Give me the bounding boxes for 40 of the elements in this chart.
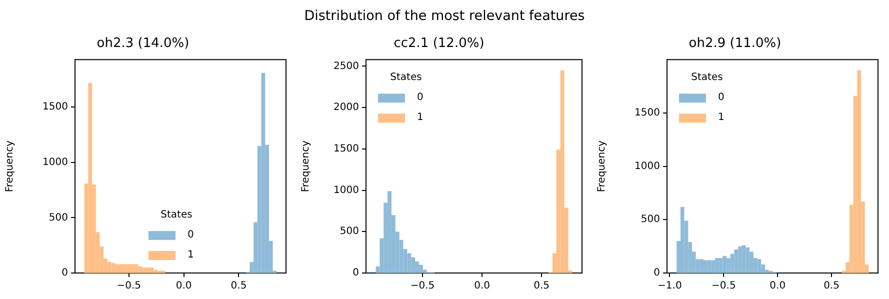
x-tick-label: 0.0: [176, 280, 192, 292]
x-tick-label: 0.0: [474, 280, 490, 292]
legend-label: 0: [188, 230, 194, 241]
chart-title: oh2.9 (11.0%): [688, 36, 782, 52]
y-tick-label: 500: [640, 214, 660, 226]
x-tick-label: 0.5: [534, 280, 550, 292]
y-tick-label: 1500: [334, 144, 359, 155]
legend-label: 1: [417, 112, 424, 124]
legend-title: States: [390, 72, 422, 84]
x-tick-label: 0.0: [770, 280, 786, 292]
legend-title: States: [691, 72, 723, 84]
y-tick-label: 1500: [42, 102, 68, 113]
x-tick-label: −0.5: [410, 280, 435, 292]
y-tick-label: 1000: [634, 160, 660, 172]
y-tick-label: 2500: [334, 60, 359, 72]
y-axis-title: Frequency: [4, 140, 16, 192]
legend-label: 1: [718, 112, 724, 124]
legend-label: 0: [718, 92, 724, 104]
y-tick-label: 0: [654, 268, 660, 279]
legend-label: 1: [188, 250, 194, 261]
y-axis-title: Frequency: [300, 140, 312, 192]
y-tick-label: 2000: [334, 102, 359, 114]
y-tick-label: 1000: [42, 157, 68, 168]
y-tick-label: 1500: [634, 108, 660, 119]
chart-title: cc2.1 (12.0%): [394, 36, 484, 52]
x-tick-label: −0.5: [712, 280, 736, 292]
legend-label: 0: [417, 92, 424, 104]
x-tick-label: 0.5: [230, 280, 247, 292]
y-tick-label: 1000: [334, 184, 359, 196]
chart-title: oh2.3 (14.0%): [96, 36, 190, 52]
y-tick-label: 500: [48, 212, 68, 224]
y-tick-label: 500: [340, 226, 359, 238]
y-tick-label: 0: [62, 268, 68, 279]
text: Distribution of the most relevant features: [303, 8, 586, 24]
y-axis-title: Frequency: [596, 140, 608, 192]
legend-title: States: [160, 210, 192, 221]
x-tick-label: 0.5: [824, 280, 840, 292]
x-tick-label: −0.5: [116, 280, 141, 292]
x-tick-label: −1.0: [658, 280, 682, 292]
y-tick-label: 0: [352, 268, 359, 279]
